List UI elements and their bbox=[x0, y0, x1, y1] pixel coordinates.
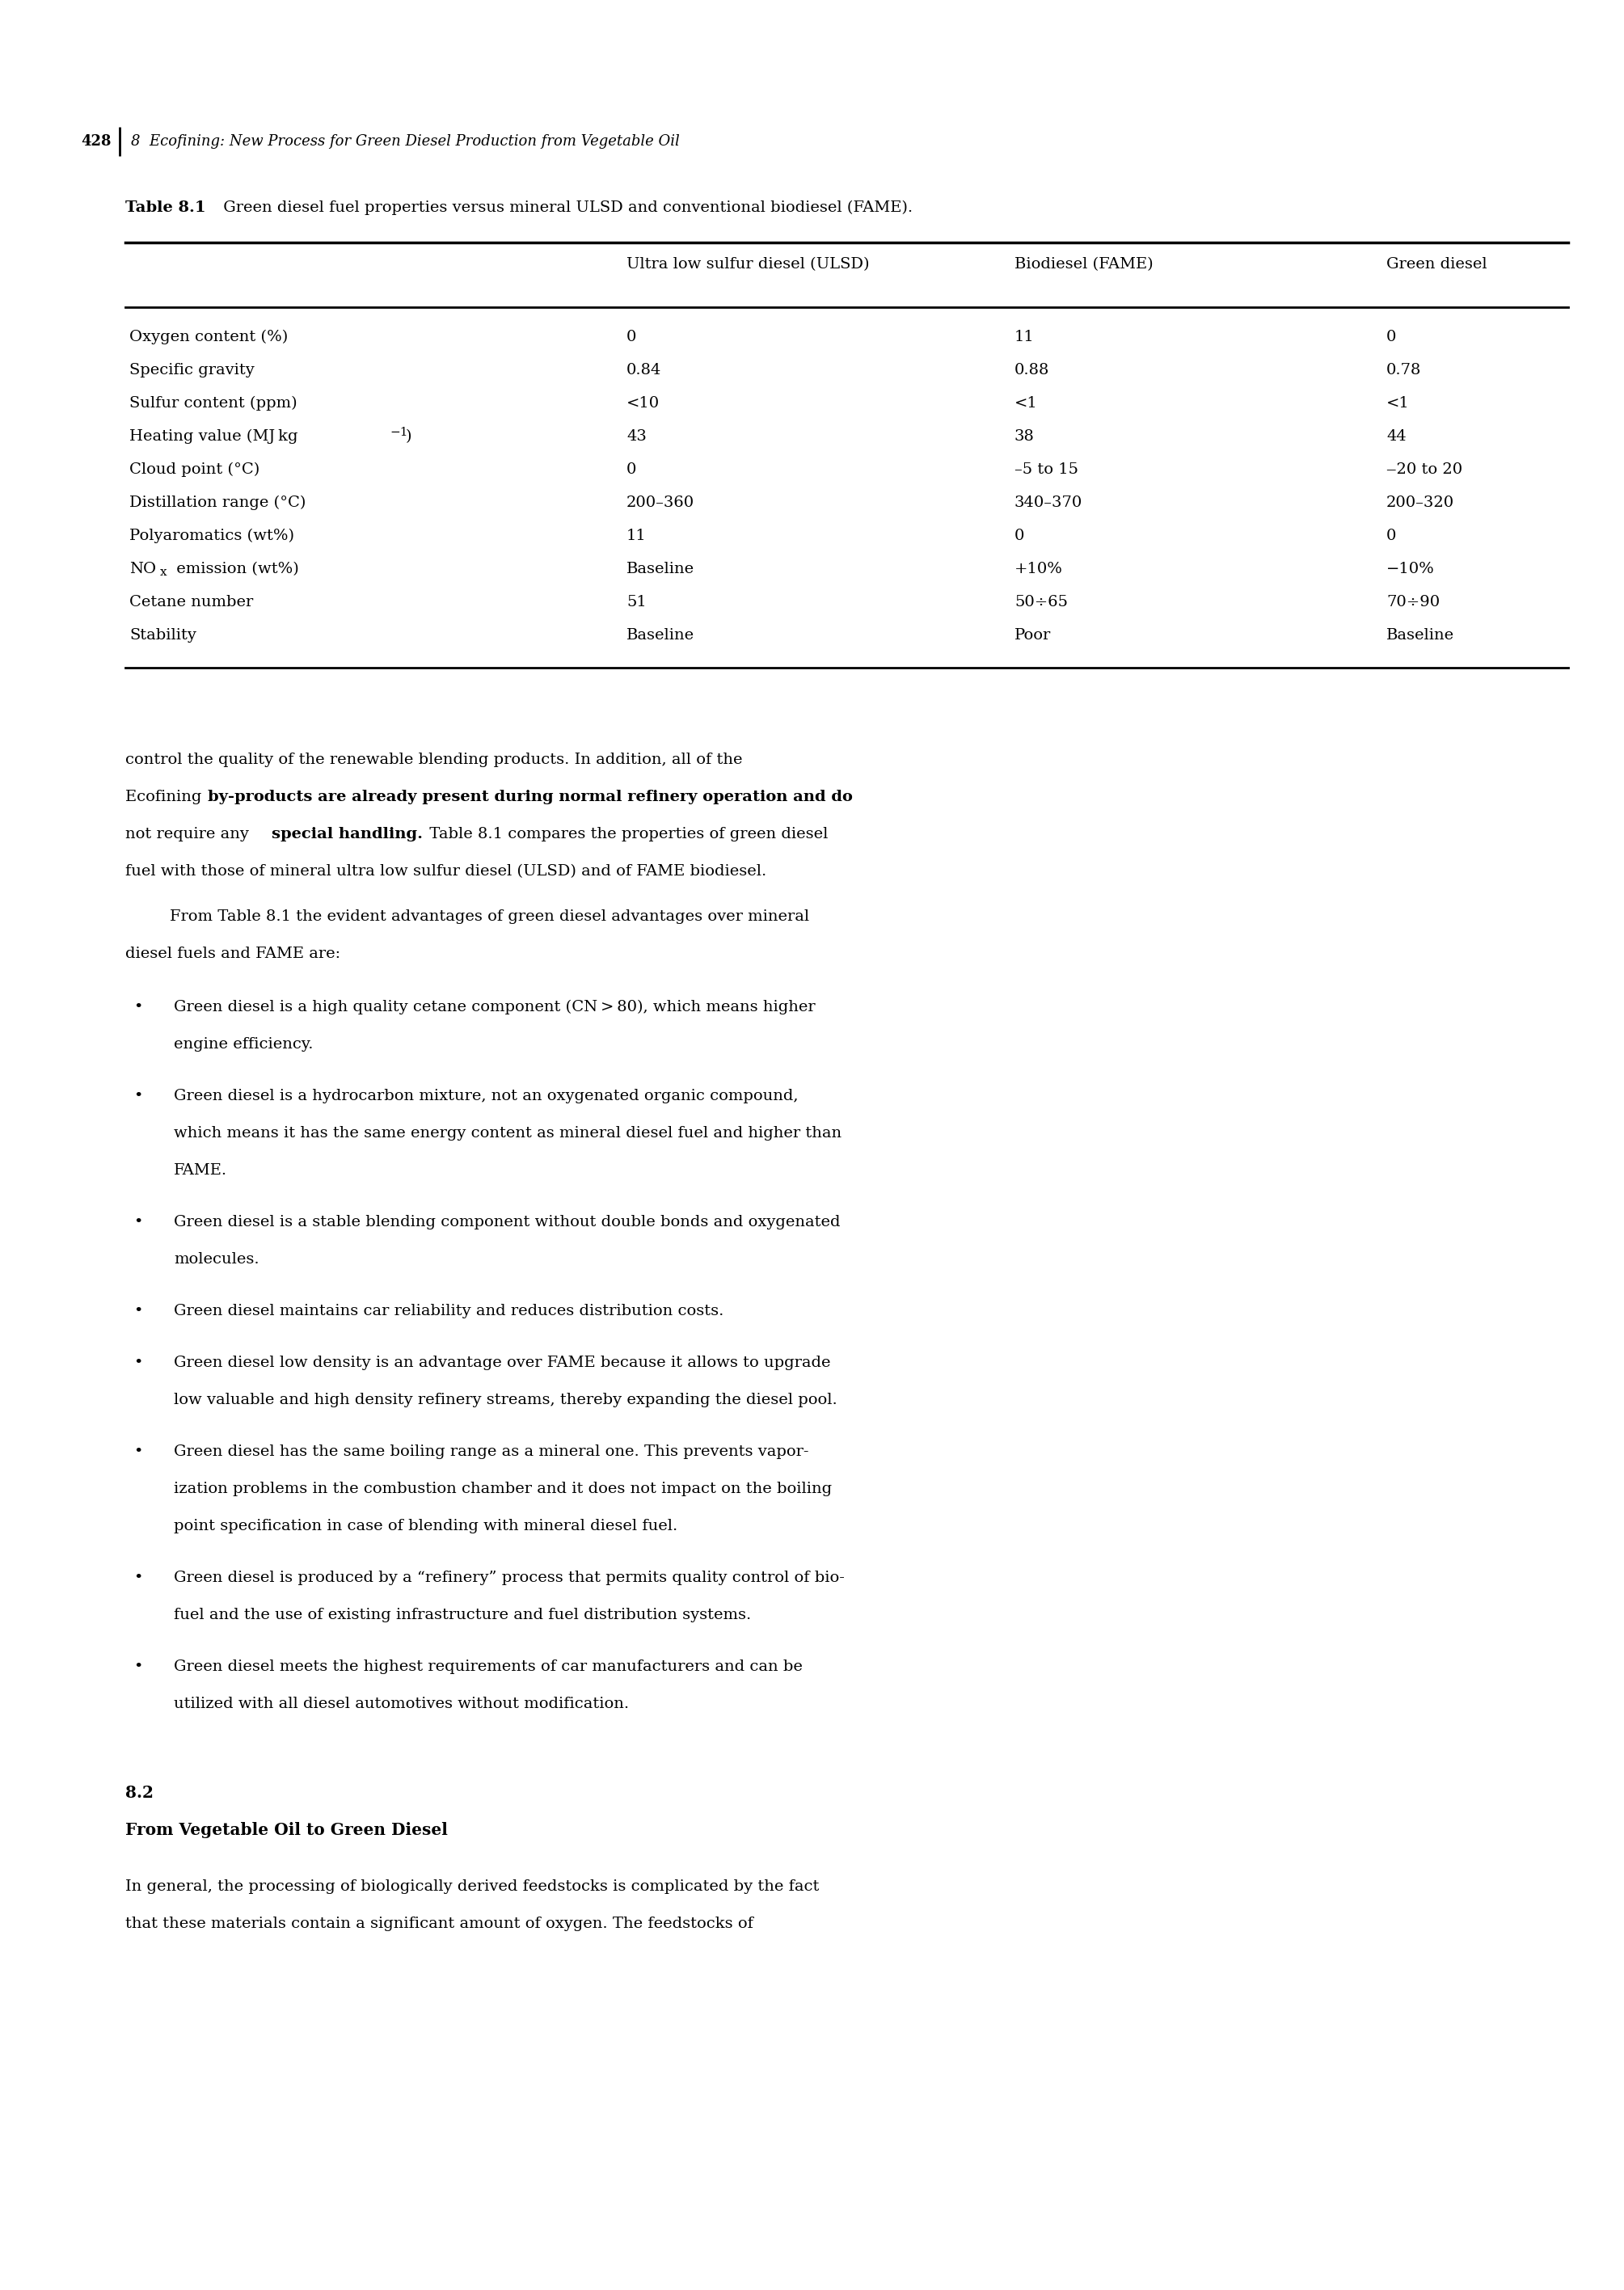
Text: 0.84: 0.84 bbox=[627, 362, 661, 378]
Text: Green diesel: Green diesel bbox=[1387, 256, 1488, 273]
Text: point specification in case of blending with mineral diesel fuel.: point specification in case of blending … bbox=[174, 1518, 677, 1534]
Text: 38: 38 bbox=[1015, 428, 1034, 444]
Text: Table 8.1 compares the properties of green diesel: Table 8.1 compares the properties of gre… bbox=[424, 827, 828, 840]
Text: −10%: −10% bbox=[1387, 561, 1434, 577]
Text: Green diesel is a hydrocarbon mixture, not an oxygenated organic compound,: Green diesel is a hydrocarbon mixture, n… bbox=[174, 1088, 799, 1104]
Text: control the quality of the renewable blending products. In addition, all of the: control the quality of the renewable ble… bbox=[125, 753, 742, 767]
Text: Green diesel is produced by a “refinery” process that permits quality control of: Green diesel is produced by a “refinery”… bbox=[174, 1571, 844, 1585]
Text: 8  Ecofining: New Process for Green Diesel Production from Vegetable Oil: 8 Ecofining: New Process for Green Diese… bbox=[132, 135, 679, 149]
Text: diesel fuels and FAME are:: diesel fuels and FAME are: bbox=[125, 946, 341, 962]
Text: ization problems in the combustion chamber and it does not impact on the boiling: ization problems in the combustion chamb… bbox=[174, 1482, 831, 1495]
Text: 0: 0 bbox=[1387, 529, 1397, 543]
Text: 70÷90: 70÷90 bbox=[1387, 595, 1440, 609]
Text: Green diesel low density is an advantage over FAME because it allows to upgrade: Green diesel low density is an advantage… bbox=[174, 1356, 830, 1369]
Text: 428: 428 bbox=[81, 135, 110, 149]
Text: Specific gravity: Specific gravity bbox=[130, 362, 255, 378]
Text: 0: 0 bbox=[627, 463, 637, 476]
Text: 0: 0 bbox=[627, 330, 637, 343]
Text: Green diesel meets the highest requirements of car manufacturers and can be: Green diesel meets the highest requireme… bbox=[174, 1660, 802, 1674]
Text: +10%: +10% bbox=[1015, 561, 1062, 577]
Text: <1: <1 bbox=[1387, 396, 1410, 410]
Text: 11: 11 bbox=[627, 529, 646, 543]
Text: Baseline: Baseline bbox=[627, 627, 695, 643]
Text: that these materials contain a significant amount of oxygen. The feedstocks of: that these materials contain a significa… bbox=[125, 1917, 754, 1930]
Text: 43: 43 bbox=[627, 428, 646, 444]
Text: Ultra low sulfur diesel (ULSD): Ultra low sulfur diesel (ULSD) bbox=[627, 256, 869, 273]
Text: Cetane number: Cetane number bbox=[130, 595, 253, 609]
Text: Green diesel is a stable blending component without double bonds and oxygenated: Green diesel is a stable blending compon… bbox=[174, 1216, 840, 1230]
Text: by-products are already present during normal refinery operation and do: by-products are already present during n… bbox=[208, 790, 853, 804]
Text: 0: 0 bbox=[1387, 330, 1397, 343]
Text: not require any: not require any bbox=[125, 827, 253, 840]
Text: which means it has the same energy content as mineral diesel fuel and higher tha: which means it has the same energy conte… bbox=[174, 1127, 841, 1140]
Text: In general, the processing of biologically derived feedstocks is complicated by : In general, the processing of biological… bbox=[125, 1880, 818, 1894]
Text: low valuable and high density refinery streams, thereby expanding the diesel poo: low valuable and high density refinery s… bbox=[174, 1392, 838, 1408]
Text: •: • bbox=[133, 1303, 143, 1319]
Text: –5 to 15: –5 to 15 bbox=[1015, 463, 1078, 476]
Text: 0.88: 0.88 bbox=[1015, 362, 1049, 378]
Text: Distillation range (°C): Distillation range (°C) bbox=[130, 495, 305, 511]
Text: From Table 8.1 the evident advantages of green diesel advantages over mineral: From Table 8.1 the evident advantages of… bbox=[171, 909, 809, 923]
Text: x: x bbox=[161, 566, 167, 577]
Text: utilized with all diesel automotives without modification.: utilized with all diesel automotives wit… bbox=[174, 1697, 628, 1711]
Text: Polyaromatics (wt%): Polyaromatics (wt%) bbox=[130, 529, 294, 543]
Text: 51: 51 bbox=[627, 595, 646, 609]
Text: Baseline: Baseline bbox=[627, 561, 695, 577]
Text: Poor: Poor bbox=[1015, 627, 1051, 643]
Text: 200–360: 200–360 bbox=[627, 495, 695, 511]
Text: Cloud point (°C): Cloud point (°C) bbox=[130, 463, 260, 476]
Text: •: • bbox=[133, 1216, 143, 1230]
Text: Table 8.1: Table 8.1 bbox=[125, 202, 206, 215]
Text: 0: 0 bbox=[1015, 529, 1025, 543]
Text: molecules.: molecules. bbox=[174, 1253, 260, 1266]
Text: •: • bbox=[133, 1356, 143, 1369]
Text: engine efficiency.: engine efficiency. bbox=[174, 1037, 313, 1051]
Text: Sulfur content (ppm): Sulfur content (ppm) bbox=[130, 396, 297, 410]
Text: Stability: Stability bbox=[130, 627, 197, 643]
Text: •: • bbox=[133, 1088, 143, 1104]
Text: special handling.: special handling. bbox=[271, 827, 422, 840]
Text: ‒20 to 20: ‒20 to 20 bbox=[1387, 463, 1463, 476]
Text: FAME.: FAME. bbox=[174, 1163, 227, 1177]
Text: From Vegetable Oil to Green Diesel: From Vegetable Oil to Green Diesel bbox=[125, 1823, 448, 1839]
Text: •: • bbox=[133, 1571, 143, 1585]
Text: Ecofining: Ecofining bbox=[125, 790, 206, 804]
Text: •: • bbox=[133, 1001, 143, 1014]
Text: 44: 44 bbox=[1387, 428, 1406, 444]
Text: Green diesel fuel properties versus mineral ULSD and conventional biodiesel (FAM: Green diesel fuel properties versus mine… bbox=[218, 202, 913, 215]
Text: fuel with those of mineral ultra low sulfur diesel (ULSD) and of FAME biodiesel.: fuel with those of mineral ultra low sul… bbox=[125, 863, 767, 879]
Text: •: • bbox=[133, 1445, 143, 1459]
Text: ): ) bbox=[406, 428, 412, 444]
Text: <1: <1 bbox=[1015, 396, 1038, 410]
Text: Heating value (MJ kg: Heating value (MJ kg bbox=[130, 428, 297, 444]
Text: NO: NO bbox=[130, 561, 156, 577]
Text: •: • bbox=[133, 1660, 143, 1674]
Text: Green diesel maintains car reliability and reduces distribution costs.: Green diesel maintains car reliability a… bbox=[174, 1303, 724, 1319]
Text: 8.2: 8.2 bbox=[125, 1784, 154, 1800]
Text: Green diesel is a high quality cetane component (CN > 80), which means higher: Green diesel is a high quality cetane co… bbox=[174, 1001, 815, 1014]
Text: Oxygen content (%): Oxygen content (%) bbox=[130, 330, 287, 343]
Text: fuel and the use of existing infrastructure and fuel distribution systems.: fuel and the use of existing infrastruct… bbox=[174, 1608, 752, 1621]
Text: 50÷65: 50÷65 bbox=[1015, 595, 1069, 609]
Text: −1: −1 bbox=[390, 426, 408, 437]
Text: emission (wt%): emission (wt%) bbox=[172, 561, 299, 577]
Text: 200–320: 200–320 bbox=[1387, 495, 1455, 511]
Text: 340–370: 340–370 bbox=[1015, 495, 1083, 511]
Text: 11: 11 bbox=[1015, 330, 1034, 343]
Text: Baseline: Baseline bbox=[1387, 627, 1455, 643]
Text: 0.78: 0.78 bbox=[1387, 362, 1421, 378]
Text: Green diesel has the same boiling range as a mineral one. This prevents vapor-: Green diesel has the same boiling range … bbox=[174, 1445, 809, 1459]
Text: Biodiesel (FAME): Biodiesel (FAME) bbox=[1015, 256, 1153, 273]
Text: <10: <10 bbox=[627, 396, 659, 410]
